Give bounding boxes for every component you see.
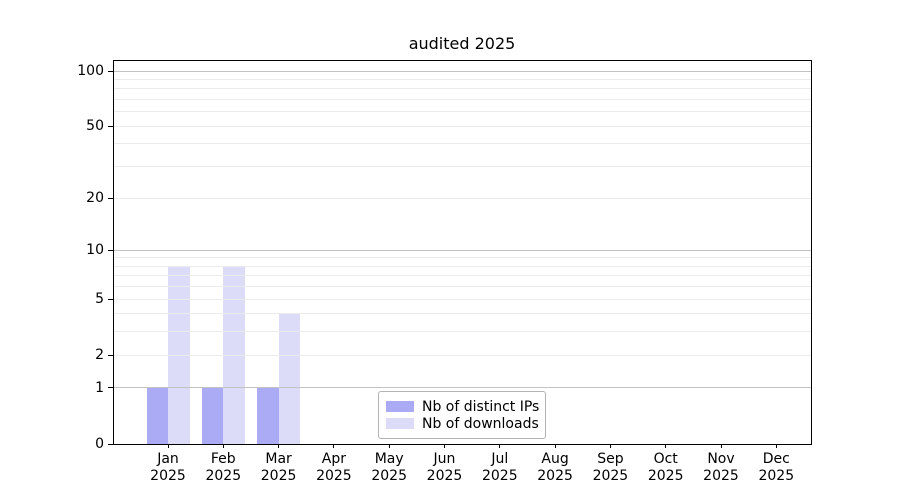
- y-axis-tick-label: 5: [95, 291, 104, 308]
- x-axis-tick: [609, 444, 611, 448]
- x-axis-tick: [720, 444, 722, 448]
- gridline: [114, 143, 811, 145]
- x-axis-tick: [388, 444, 390, 448]
- gridline: [114, 313, 811, 315]
- chart-title: audited 2025: [408, 34, 516, 53]
- gridline: [114, 70, 811, 72]
- x-axis-tick-label: May 2025: [371, 451, 408, 484]
- gridline: [114, 99, 811, 101]
- bar-distinct-ips: [257, 387, 279, 444]
- gridline: [114, 166, 811, 168]
- y-axis-tick: [108, 298, 113, 300]
- x-axis-tick: [222, 444, 224, 448]
- y-axis-tick-label: 2: [95, 347, 104, 364]
- y-axis-tick: [108, 197, 113, 199]
- gridline: [114, 257, 811, 259]
- gridline: [114, 275, 811, 277]
- gridline: [114, 249, 811, 251]
- x-axis-tick-label: Apr 2025: [316, 451, 352, 484]
- x-axis-tick-label: Mar 2025: [260, 451, 297, 484]
- y-axis-tick: [108, 125, 113, 127]
- gridline: [114, 197, 811, 199]
- gridline: [114, 111, 811, 113]
- y-axis-tick-label: 1: [95, 379, 104, 396]
- y-axis-tick-label: 50: [86, 118, 104, 135]
- gridline: [114, 88, 811, 90]
- x-axis-tick: [775, 444, 777, 448]
- x-axis-tick: [278, 444, 280, 448]
- legend: Nb of distinct IPs Nb of downloads: [378, 391, 546, 439]
- x-axis-tick-label: Nov 2025: [703, 451, 739, 484]
- y-axis-tick: [108, 354, 113, 356]
- x-axis-tick: [554, 444, 556, 448]
- bar-distinct-ips: [201, 387, 224, 444]
- x-axis-tick: [665, 444, 667, 448]
- gridline: [114, 125, 811, 127]
- x-axis-tick-label: Jan 2025: [150, 451, 186, 484]
- legend-label-downloads: Nb of downloads: [422, 415, 539, 432]
- x-axis-tick: [499, 444, 501, 448]
- bar-distinct-ips: [146, 387, 168, 444]
- x-axis-tick: [444, 444, 445, 448]
- gridline: [114, 286, 811, 288]
- x-axis-tick: [167, 444, 169, 448]
- x-axis-tick-label: Sep 2025: [592, 451, 629, 484]
- legend-entry-distinct-ips: Nb of distinct IPs: [386, 398, 540, 415]
- gridline: [114, 387, 811, 389]
- y-axis-tick-label: 10: [86, 242, 104, 259]
- y-axis-tick: [108, 70, 113, 72]
- plot-area: Nb of distinct IPs Nb of downloads 0 1 2 5 1…: [77, 60, 812, 484]
- x-axis-tick-label: Oct 2025: [647, 451, 684, 484]
- x-axis-tick-label: Jul 2025: [481, 451, 518, 484]
- y-axis-tick: [108, 443, 113, 445]
- x-axis-tick-label: Aug 2025: [537, 451, 573, 484]
- y-axis-tick-label: 100: [77, 63, 104, 80]
- x-axis-tick-label: Dec 2025: [758, 451, 795, 484]
- gridline: [114, 265, 811, 267]
- gridline: [114, 354, 811, 356]
- gridline: [114, 331, 811, 333]
- legend-label-distinct-ips: Nb of distinct IPs: [422, 398, 540, 415]
- legend-swatch-distinct-ips: [386, 401, 414, 412]
- x-axis-tick-label: Feb 2025: [205, 451, 242, 484]
- x-axis-tick-label: Jun 2025: [426, 451, 463, 484]
- y-axis-tick: [108, 249, 113, 251]
- y-axis-tick: [108, 387, 113, 389]
- x-axis-tick: [333, 444, 335, 448]
- gridline: [114, 79, 811, 81]
- bar-downloads: [278, 313, 301, 444]
- y-axis-tick-label: 20: [86, 190, 104, 207]
- legend-swatch-downloads: [386, 418, 414, 429]
- gridline: [114, 298, 811, 300]
- y-axis-tick-label: 0: [95, 436, 104, 452]
- legend-entry-downloads: Nb of downloads: [386, 415, 539, 432]
